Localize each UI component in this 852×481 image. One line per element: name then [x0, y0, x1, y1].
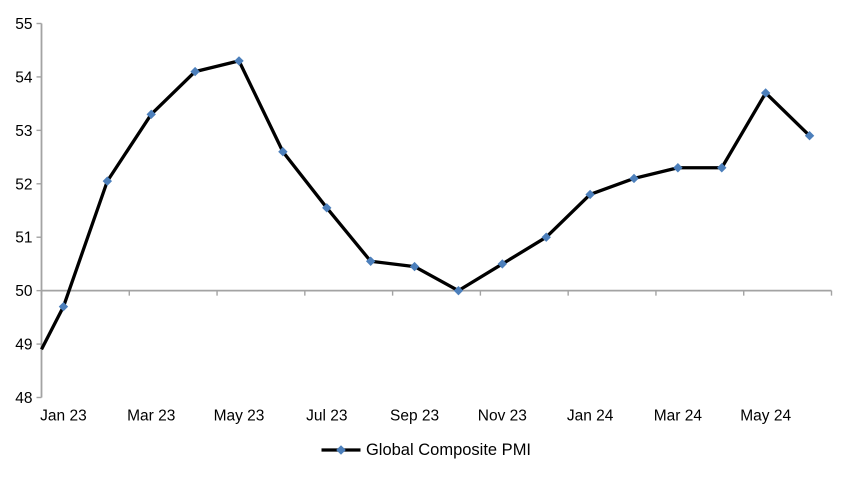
data-point-marker: [278, 147, 288, 157]
y-tick-label: 51: [15, 230, 32, 247]
data-point-marker: [453, 285, 464, 296]
legend: Global Composite PMI: [0, 441, 852, 459]
x-axis-labels: Jan 23 Mar 23 May 23 Jul 23 Sep 23 Nov 23 Jan …: [40, 408, 791, 425]
x-tick-label: May 23: [214, 408, 265, 425]
legend-diamond-marker-icon: [336, 445, 346, 455]
data-point-marker: [541, 232, 551, 242]
x-tick-label: Jan 23: [40, 408, 87, 425]
x-tick-label: Mar 24: [654, 408, 703, 425]
y-axis: 48 49 50 51 52 53 54 55: [15, 16, 43, 407]
x-axis-baseline-50: [40, 289, 833, 296]
y-tick-label: 53: [15, 123, 32, 140]
legend-series-marker-icon: [321, 445, 361, 455]
data-point-marker: [409, 261, 420, 272]
data-point-marker: [58, 301, 69, 312]
data-point-marker: [234, 56, 244, 66]
x-tick-label: Jul 23: [306, 408, 347, 425]
y-tick-label: 55: [15, 16, 32, 33]
data-point-marker: [102, 176, 113, 186]
x-tick-label: Sep 23: [390, 408, 439, 425]
pmi-series-line: [40, 59, 811, 351]
data-point-marker: [760, 88, 771, 98]
data-point-marker: [322, 203, 332, 213]
x-tick-label: Mar 23: [127, 408, 175, 425]
data-point-marker: [365, 256, 376, 266]
pmi-series-markers: [58, 56, 815, 312]
y-tick-label: 48: [15, 390, 32, 407]
y-tick-label: 54: [15, 69, 33, 86]
y-tick-label: 52: [15, 176, 32, 193]
y-tick-label: 50: [15, 283, 33, 300]
legend-label: Global Composite PMI: [365, 440, 532, 459]
x-tick-label: Jan 24: [567, 408, 614, 425]
x-tick-label: Nov 23: [478, 408, 527, 425]
data-point-marker: [190, 66, 200, 77]
data-point-marker: [673, 163, 683, 173]
data-point-marker: [804, 131, 815, 141]
data-point-marker: [497, 259, 508, 269]
data-point-marker: [146, 109, 156, 120]
x-tick-label: May 24: [740, 408, 791, 425]
data-point-marker: [629, 173, 639, 184]
y-tick-label: 49: [15, 337, 32, 354]
data-point-marker: [585, 189, 595, 200]
data-point-marker: [717, 163, 727, 173]
